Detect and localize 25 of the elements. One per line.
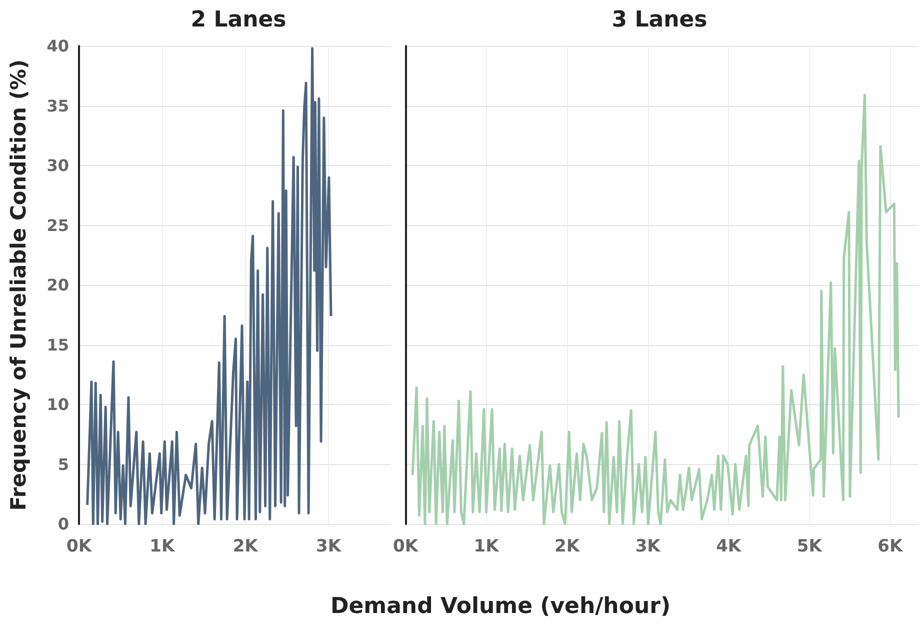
chart-title: 3 Lanes <box>612 8 708 32</box>
y-tick-label: 20 <box>46 276 69 294</box>
x-tick-label: 0K <box>66 536 92 556</box>
x-tick-label: 1K <box>150 536 176 556</box>
x-tick-label: 3K <box>635 536 662 556</box>
y-tick-label: 5 <box>58 454 69 474</box>
x-axis-title: Demand Volume (veh/hour) <box>329 594 672 619</box>
y-tick-label: 0 <box>58 514 69 534</box>
y-tick-label: 40 <box>46 36 69 56</box>
x-tick-label: 3K <box>316 536 342 556</box>
x-tick-label: 0K <box>392 536 419 556</box>
x-tick-label: 2K <box>232 536 259 556</box>
x-tick-label: 1K <box>474 536 500 556</box>
y-tick-label: 25 <box>46 216 69 235</box>
x-tick-label: 4K <box>716 536 742 556</box>
y-tick-label: 15 <box>46 335 69 354</box>
y-tick-label: 35 <box>46 96 69 116</box>
line-series <box>86 47 332 526</box>
x-tick-label: 6K <box>878 536 904 556</box>
x-tick-label: 2K <box>554 536 580 556</box>
y-tick-label: 10 <box>46 395 69 414</box>
y-tick-label: 30 <box>46 156 69 175</box>
chart-title: 2 Lanes <box>190 8 286 32</box>
y-axis-title: Frequency of Unreliable Condition (%) <box>6 59 30 511</box>
x-tick-label: 5K <box>796 536 823 556</box>
